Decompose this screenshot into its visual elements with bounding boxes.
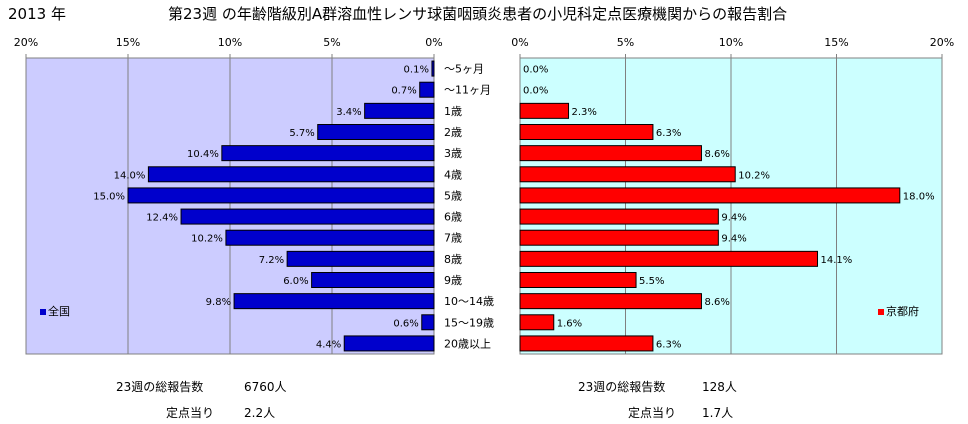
bar xyxy=(519,250,819,267)
bar xyxy=(311,272,435,288)
bar xyxy=(180,208,435,225)
data-label: 4.4% xyxy=(316,339,341,350)
bar xyxy=(519,145,702,162)
data-label: 10.2% xyxy=(191,234,223,245)
bar xyxy=(233,293,435,310)
category-label: 3歳 xyxy=(444,147,462,160)
bar xyxy=(519,314,555,331)
x-tick-label: 20% xyxy=(14,36,38,49)
national-per-value: 2.2人 xyxy=(244,406,276,420)
chart-title: 第23週 の年齢階級別A群溶血性レンサ球菌咽頭炎患者の小児科定点医療機関からの報… xyxy=(168,5,788,23)
legend-swatch xyxy=(40,309,46,315)
data-label: 0.1% xyxy=(404,65,429,76)
data-label: 5.5% xyxy=(639,276,664,287)
bar xyxy=(431,60,435,77)
bar xyxy=(519,102,570,119)
category-label: 7歳 xyxy=(444,232,462,245)
bar xyxy=(225,229,435,246)
x-tick-label: 5% xyxy=(617,36,634,49)
data-label: 0.0% xyxy=(523,86,548,97)
data-label: 14.0% xyxy=(114,170,146,181)
year-label: 2013 年 xyxy=(8,5,66,23)
bar xyxy=(519,124,654,140)
data-label: 9.4% xyxy=(721,234,746,245)
category-label: 8歳 xyxy=(444,253,462,266)
legend-swatch xyxy=(878,309,884,315)
legend-label: 京都府 xyxy=(886,304,919,318)
right-chart-kyoto: 0% 5% 10% 15% 20% 0.0% 0.0% 2.3% 6.3% 8.6% 10.2% 18… xyxy=(511,36,954,355)
bar xyxy=(519,187,901,204)
bar xyxy=(519,208,719,225)
bar xyxy=(419,81,435,98)
category-label: 5歳 xyxy=(444,189,462,202)
category-label: ～11ヶ月 xyxy=(444,84,491,97)
x-tick-label: 15% xyxy=(824,36,848,49)
x-tick-label: 0% xyxy=(511,36,528,49)
bar xyxy=(147,166,435,183)
bar xyxy=(286,250,435,267)
kyoto-total-value: 128人 xyxy=(702,380,737,394)
national-total-value: 6760人 xyxy=(244,380,287,394)
data-label: 14.1% xyxy=(821,255,853,266)
data-label: 10.2% xyxy=(738,170,770,181)
data-label: 10.4% xyxy=(187,149,219,160)
bar xyxy=(519,166,736,183)
x-tick-label: 15% xyxy=(116,36,140,49)
data-label: 2.3% xyxy=(572,107,597,118)
data-label: 8.6% xyxy=(704,297,729,308)
left-chart-national: 20% 15% 10% 5% 0% 0.1% 0.7% 3.4% 5.7% 10.4% 14.0% 1… xyxy=(14,36,443,355)
data-label: 9.4% xyxy=(721,213,746,224)
category-label: 1歳 xyxy=(444,105,462,118)
data-label: 0.7% xyxy=(391,86,416,97)
data-label: 3.4% xyxy=(336,107,361,118)
data-label: 12.4% xyxy=(146,213,178,224)
data-label: 8.6% xyxy=(704,149,729,160)
data-label: 9.8% xyxy=(206,297,231,308)
national-per-label: 定点当り xyxy=(166,406,215,420)
data-label: 6.3% xyxy=(656,128,681,139)
category-label: 9歳 xyxy=(444,274,462,287)
data-label: 6.0% xyxy=(283,276,308,287)
data-label: 5.7% xyxy=(289,128,314,139)
category-label: 6歳 xyxy=(444,211,462,224)
category-label: 20歳以上 xyxy=(444,337,491,350)
category-label: 4歳 xyxy=(444,168,462,181)
kyoto-total-label: 23週の総報告数 xyxy=(578,380,666,394)
x-tick-label: 5% xyxy=(323,36,340,49)
kyoto-per-value: 1.7人 xyxy=(702,406,734,420)
bar xyxy=(519,229,719,246)
data-label: 6.3% xyxy=(656,339,681,350)
data-label: 1.6% xyxy=(557,318,582,329)
kyoto-per-label: 定点当り xyxy=(628,406,677,420)
national-total-label: 23週の総報告数 xyxy=(116,380,204,394)
bar xyxy=(317,124,435,140)
x-tick-label: 0% xyxy=(425,36,442,49)
category-label: ～5ヶ月 xyxy=(444,63,484,76)
category-label: 2歳 xyxy=(444,126,462,139)
bar xyxy=(421,314,435,331)
x-tick-label: 10% xyxy=(719,36,743,49)
data-label: 7.2% xyxy=(259,255,284,266)
bar xyxy=(519,293,702,310)
data-label: 18.0% xyxy=(903,191,935,202)
bar xyxy=(127,187,435,204)
legend-label: 全国 xyxy=(48,304,70,318)
category-label: 15～19歳 xyxy=(444,316,494,329)
data-label: 15.0% xyxy=(93,191,125,202)
bar xyxy=(519,272,637,288)
bar xyxy=(519,335,654,352)
data-label: 0.6% xyxy=(393,318,418,329)
bar xyxy=(343,335,435,352)
bar xyxy=(364,102,435,119)
x-tick-label: 20% xyxy=(930,36,954,49)
bar xyxy=(221,145,435,162)
category-labels: ～5ヶ月 ～11ヶ月 1歳 2歳 3歳 4歳 5歳 6歳 7歳 8歳 9歳 10～14歳 15～19歳 2… xyxy=(444,63,494,351)
x-tick-label: 10% xyxy=(218,36,242,49)
category-label: 10～14歳 xyxy=(444,295,494,308)
data-label: 0.0% xyxy=(523,65,548,76)
